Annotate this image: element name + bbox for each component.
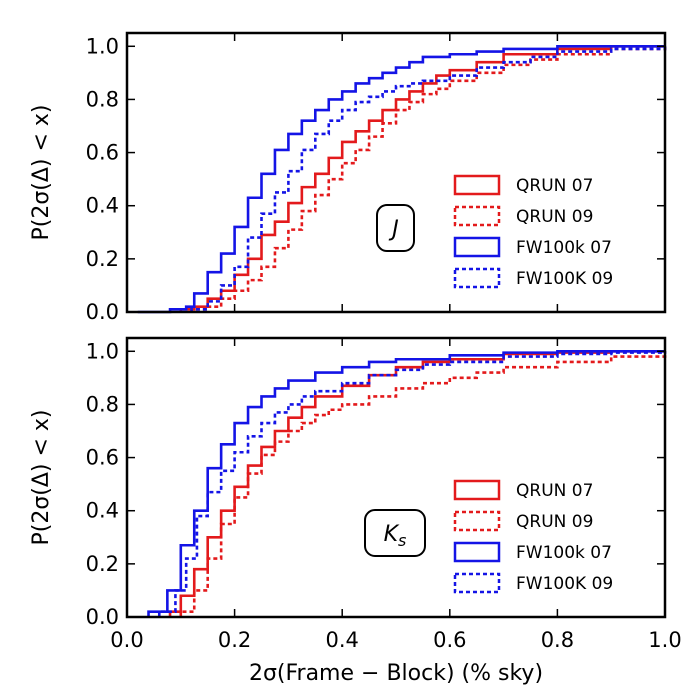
panel-label: J bbox=[388, 217, 399, 242]
series-line-2 bbox=[137, 44, 665, 314]
panel-label-box bbox=[364, 509, 426, 557]
y-tick-label: 1.0 bbox=[86, 339, 119, 363]
y-tick-label: 0.8 bbox=[86, 87, 119, 111]
y-tick-label: 0.0 bbox=[86, 605, 119, 629]
panel-j: 0.00.20.40.60.81.0P(2σ(Δ) < x) QRUN 07QRU… bbox=[29, 31, 667, 324]
y-tick-label: 0.2 bbox=[86, 247, 119, 271]
legend-label: FW100k 07 bbox=[516, 238, 612, 258]
x-axis-label: 2σ(Frame − Block) (% sky) bbox=[249, 661, 543, 686]
y-tick-label: 0.4 bbox=[86, 194, 119, 218]
y-tick-label: 0.0 bbox=[86, 300, 119, 324]
legend-swatch bbox=[453, 267, 501, 289]
series-group bbox=[147, 349, 667, 617]
series-line-1 bbox=[179, 351, 667, 617]
series-line-2 bbox=[147, 349, 665, 617]
legend-label: FW100K 09 bbox=[516, 574, 613, 594]
legend: QRUN 07 QRUN 09 FW100k 07 FW100K 09 bbox=[453, 479, 613, 594]
y-tick-label: 0.4 bbox=[86, 499, 119, 523]
legend-swatch bbox=[453, 510, 501, 532]
y-tick-label: 1.0 bbox=[86, 34, 119, 58]
x-tick-label: 1.0 bbox=[648, 628, 681, 652]
y-axis-label: P(2σ(Δ) < x) bbox=[29, 409, 54, 545]
legend-swatch bbox=[453, 236, 501, 258]
legend-swatch bbox=[453, 205, 501, 227]
legend-swatch bbox=[453, 541, 501, 563]
legend-swatch bbox=[453, 479, 501, 501]
y-tick-label: 0.8 bbox=[86, 392, 119, 416]
x-tick-label: 0.2 bbox=[218, 628, 251, 652]
legend: QRUN 07 QRUN 09 FW100k 07 FW100K 09 bbox=[453, 174, 613, 289]
series-line-1 bbox=[190, 46, 667, 312]
legend-label: FW100K 09 bbox=[516, 269, 613, 289]
legend-swatch bbox=[453, 572, 501, 594]
series-line-3 bbox=[157, 351, 667, 617]
y-tick-label: 0.6 bbox=[86, 446, 119, 470]
x-tick-label: 0.4 bbox=[325, 628, 358, 652]
series-line-0 bbox=[179, 44, 665, 312]
series-group bbox=[137, 44, 667, 314]
legend-label: QRUN 07 bbox=[516, 481, 593, 501]
y-tick-label: 0.2 bbox=[86, 552, 119, 576]
plot-frame bbox=[125, 336, 667, 619]
x-tick-label: 0.0 bbox=[110, 628, 143, 652]
panel-ks: 0.00.0 0.2 0.2 0.4 0.4 0.6 0.6 0.8 0.8 1.0 1.0 P(2σ… bbox=[29, 336, 682, 686]
legend-label: QRUN 07 bbox=[516, 176, 593, 196]
legend-label: QRUN 09 bbox=[516, 207, 593, 227]
legend-swatch bbox=[453, 174, 501, 196]
series-line-0 bbox=[168, 349, 665, 617]
x-tick-label: 0.6 bbox=[433, 628, 466, 652]
y-axis-label: P(2σ(Δ) < x) bbox=[29, 104, 54, 240]
legend-label: QRUN 09 bbox=[516, 512, 593, 532]
x-tick-label: 0.8 bbox=[541, 628, 574, 652]
plot-frame bbox=[125, 31, 667, 314]
legend-label: FW100k 07 bbox=[516, 543, 612, 563]
y-tick-label: 0.6 bbox=[86, 141, 119, 165]
panel-label-box bbox=[376, 204, 415, 252]
series-line-3 bbox=[190, 46, 667, 312]
